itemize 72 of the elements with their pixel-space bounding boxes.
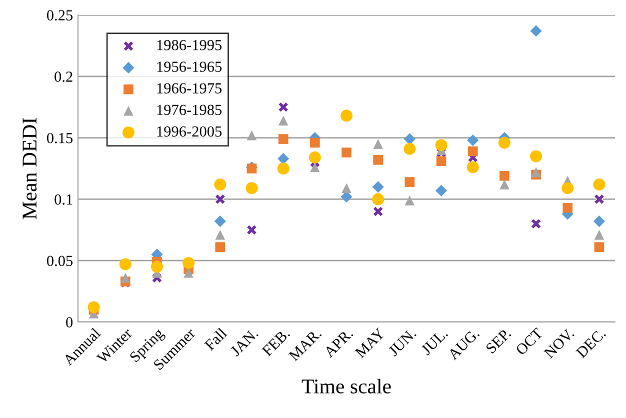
y-tick-label: 0.1 xyxy=(54,194,72,205)
point xyxy=(500,170,510,181)
point xyxy=(246,164,257,174)
y-tick-label: 0.2 xyxy=(54,72,72,82)
point xyxy=(372,193,384,206)
point xyxy=(308,151,321,164)
point xyxy=(246,130,257,140)
point xyxy=(278,116,288,126)
point xyxy=(310,162,320,172)
point xyxy=(214,194,226,205)
x-tick-label: Fall xyxy=(204,327,228,351)
x-tick-label: SEP. xyxy=(485,328,512,354)
point xyxy=(500,180,510,190)
point xyxy=(404,196,415,206)
point xyxy=(278,152,290,164)
point xyxy=(246,182,258,194)
point xyxy=(372,181,384,193)
point xyxy=(278,102,289,113)
point xyxy=(340,110,353,122)
legend-label: 1966-1975 xyxy=(157,83,222,94)
point xyxy=(593,178,606,190)
point xyxy=(435,139,448,152)
point xyxy=(150,260,163,273)
x-tick-label: FEB. xyxy=(262,328,290,357)
x-axis-title: Time scale xyxy=(302,378,391,394)
point xyxy=(119,258,132,270)
point xyxy=(278,134,288,144)
y-axis-title: Mean DEDI xyxy=(22,118,37,220)
legend-label: 1986-1995 xyxy=(157,40,222,50)
point xyxy=(468,146,478,156)
point xyxy=(435,184,448,196)
point xyxy=(88,301,100,314)
point xyxy=(404,133,416,145)
point xyxy=(404,142,416,155)
point xyxy=(530,25,542,37)
point xyxy=(467,134,479,146)
point xyxy=(182,257,195,270)
point xyxy=(372,206,384,217)
point xyxy=(562,202,573,213)
point xyxy=(466,161,479,174)
point xyxy=(530,218,542,230)
point xyxy=(531,167,541,178)
y-tick-label: 0 xyxy=(66,317,73,328)
point xyxy=(594,242,604,252)
point xyxy=(310,138,320,148)
point xyxy=(342,148,352,158)
point xyxy=(215,242,226,252)
point xyxy=(373,154,383,165)
point xyxy=(214,215,226,228)
point xyxy=(562,182,574,194)
legend-label: 1956-1965 xyxy=(157,62,222,72)
point xyxy=(120,272,130,283)
legend-label: 1976-1985 xyxy=(157,104,222,116)
y-tick-label: 0.05 xyxy=(46,256,73,266)
point xyxy=(593,215,606,228)
point xyxy=(246,224,258,236)
point xyxy=(342,183,352,194)
point xyxy=(184,268,194,278)
point xyxy=(436,156,446,166)
point xyxy=(404,177,415,187)
point xyxy=(215,230,226,240)
point xyxy=(530,150,542,162)
point xyxy=(594,194,605,205)
y-tick-label: 0.25 xyxy=(46,10,73,21)
y-tick-label: 0.15 xyxy=(46,132,73,144)
point xyxy=(498,136,510,149)
point xyxy=(214,178,226,190)
point xyxy=(373,139,383,149)
legend-label: 1996-2005 xyxy=(157,126,222,137)
point xyxy=(277,162,290,175)
point xyxy=(594,230,604,240)
x-tick-label: JUL. xyxy=(420,328,448,356)
